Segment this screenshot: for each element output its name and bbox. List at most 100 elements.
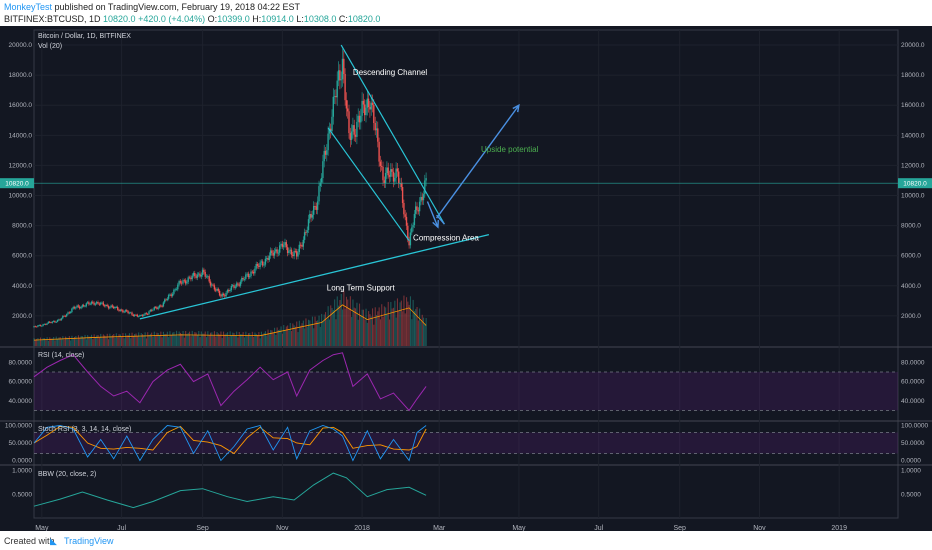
candle xyxy=(161,306,163,307)
candle xyxy=(245,274,247,279)
author-link[interactable]: MonkeyTest xyxy=(4,2,53,12)
volume-bar xyxy=(353,307,355,346)
volume-bar xyxy=(240,334,242,346)
annotation-upside-potential: Upside potential xyxy=(481,145,539,154)
candle xyxy=(102,302,104,306)
volume-bar xyxy=(247,333,249,346)
volume-bar xyxy=(250,336,252,346)
volume-bar xyxy=(227,332,229,346)
volume-bar xyxy=(64,336,66,346)
volume-bar xyxy=(376,315,378,346)
chart-canvas[interactable]: May Jul Sep Nov 2018 Mar May Jul Sep Nov 2019 2000.… xyxy=(0,26,932,531)
candle xyxy=(349,133,351,140)
candle xyxy=(100,302,102,305)
candle xyxy=(233,285,235,288)
candle xyxy=(226,290,229,293)
volume-bar xyxy=(339,300,341,346)
volume-bar xyxy=(331,308,333,346)
candle xyxy=(273,251,276,256)
volume-bar xyxy=(33,338,35,346)
volume-bar xyxy=(275,334,277,346)
candle xyxy=(103,305,106,307)
volume-bar xyxy=(76,339,78,346)
candle xyxy=(242,278,244,280)
volume-bar xyxy=(257,334,259,346)
candle xyxy=(234,286,236,288)
candle xyxy=(294,251,297,252)
volume-bar xyxy=(271,330,273,346)
volume-bar xyxy=(143,335,145,346)
x-tick-label: Sep xyxy=(196,525,209,531)
tradingview-brand[interactable]: TradingView xyxy=(64,536,114,546)
candle xyxy=(132,314,134,316)
volume-bar xyxy=(207,331,209,346)
volume-bar xyxy=(44,338,46,346)
volume-bar xyxy=(80,335,82,346)
volume-bar xyxy=(198,331,200,346)
volume-bar xyxy=(365,308,367,346)
y-tick-label-left: 20000.0 xyxy=(9,42,33,49)
volume-bar xyxy=(84,334,86,346)
volume-bar xyxy=(229,331,231,346)
volume-bar xyxy=(208,335,210,346)
volume-bar xyxy=(217,333,219,346)
last-price-tag-right xyxy=(898,178,932,189)
candle xyxy=(249,276,251,278)
rsi-label: RSI (14, close) xyxy=(38,352,84,359)
volume-bar xyxy=(385,307,387,346)
volume-bar xyxy=(203,333,205,346)
volume-bar xyxy=(101,338,103,346)
volume-bar xyxy=(355,308,357,346)
volume-bar xyxy=(38,340,40,346)
volume-bar xyxy=(309,320,311,346)
candle xyxy=(113,306,115,309)
volume-bar xyxy=(406,297,408,346)
candle xyxy=(190,277,192,280)
candle xyxy=(169,294,171,296)
volume-bar xyxy=(172,332,174,346)
volume-bar xyxy=(301,323,303,346)
candle xyxy=(259,262,261,267)
bbw-line xyxy=(33,472,427,509)
volume-bar xyxy=(49,337,51,346)
volume-bar xyxy=(179,332,181,346)
candle xyxy=(269,250,272,256)
volume-bar xyxy=(330,305,332,346)
candle xyxy=(388,175,391,177)
candle xyxy=(149,309,151,312)
candle xyxy=(382,166,384,181)
y-tick-label-left: 10000.0 xyxy=(9,193,33,200)
volume-bar xyxy=(182,331,184,346)
candle xyxy=(60,318,63,321)
volume-bar xyxy=(246,335,248,346)
candle xyxy=(275,249,277,252)
y-tick-label-left: 16000.0 xyxy=(9,102,33,109)
candle xyxy=(422,194,425,201)
volume-bar xyxy=(142,334,144,346)
volume-bar xyxy=(41,340,43,346)
y-tick-label-right: 16000.0 xyxy=(901,102,925,109)
volume-bar xyxy=(254,332,256,346)
candle xyxy=(154,307,157,308)
candle xyxy=(343,58,345,74)
volume-bar xyxy=(194,332,196,346)
low-value: 10308.0 xyxy=(303,14,337,24)
volume-bar xyxy=(390,302,392,346)
volume-bar xyxy=(383,306,385,346)
candle xyxy=(137,316,140,318)
candle xyxy=(246,273,248,275)
volume-bar xyxy=(300,325,302,346)
channel-lower-line xyxy=(327,127,410,242)
volume-bar xyxy=(359,303,361,346)
volume-bar xyxy=(55,336,57,346)
volume-bar xyxy=(151,332,153,346)
volume-bar xyxy=(267,329,269,346)
volume-bar xyxy=(121,336,123,346)
volume-bar xyxy=(264,331,266,346)
volume-bar xyxy=(369,314,371,346)
candle xyxy=(77,305,80,307)
candle xyxy=(374,123,376,131)
low-label: L: xyxy=(296,14,304,24)
candle xyxy=(341,58,344,80)
candle xyxy=(375,128,378,131)
